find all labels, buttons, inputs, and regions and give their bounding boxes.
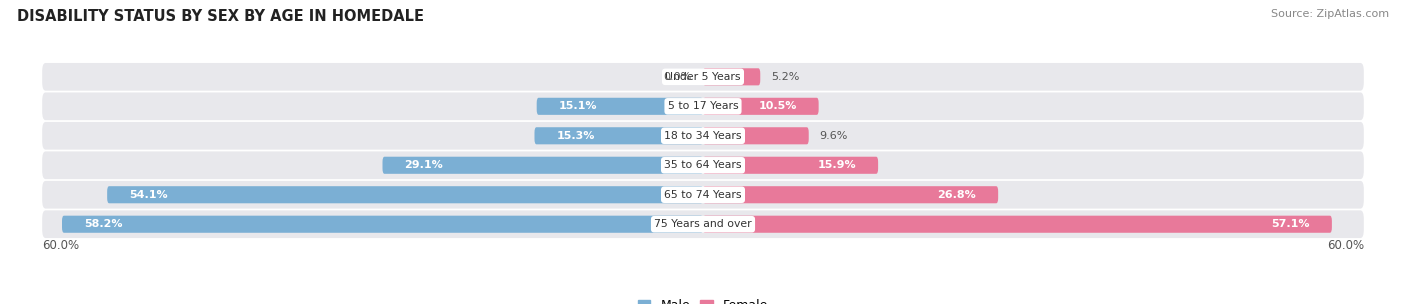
Text: 35 to 64 Years: 35 to 64 Years	[664, 160, 742, 170]
Text: 18 to 34 Years: 18 to 34 Years	[664, 131, 742, 141]
Legend: Male, Female: Male, Female	[633, 294, 773, 304]
FancyBboxPatch shape	[703, 216, 1331, 233]
Text: 5.2%: 5.2%	[772, 72, 800, 82]
FancyBboxPatch shape	[42, 181, 1364, 209]
Text: 10.5%: 10.5%	[758, 101, 797, 111]
Text: 15.3%: 15.3%	[557, 131, 595, 141]
FancyBboxPatch shape	[703, 127, 808, 144]
Text: 5 to 17 Years: 5 to 17 Years	[668, 101, 738, 111]
Text: 9.6%: 9.6%	[820, 131, 848, 141]
FancyBboxPatch shape	[703, 98, 818, 115]
FancyBboxPatch shape	[107, 186, 703, 203]
Text: 57.1%: 57.1%	[1271, 219, 1310, 229]
FancyBboxPatch shape	[703, 68, 761, 85]
FancyBboxPatch shape	[703, 157, 879, 174]
Text: Under 5 Years: Under 5 Years	[665, 72, 741, 82]
FancyBboxPatch shape	[42, 210, 1364, 238]
FancyBboxPatch shape	[42, 63, 1364, 91]
Text: 54.1%: 54.1%	[129, 190, 167, 200]
FancyBboxPatch shape	[42, 92, 1364, 120]
Text: 0.0%: 0.0%	[664, 72, 692, 82]
Text: Source: ZipAtlas.com: Source: ZipAtlas.com	[1271, 9, 1389, 19]
Text: DISABILITY STATUS BY SEX BY AGE IN HOMEDALE: DISABILITY STATUS BY SEX BY AGE IN HOMED…	[17, 9, 423, 24]
FancyBboxPatch shape	[42, 151, 1364, 179]
FancyBboxPatch shape	[382, 157, 703, 174]
Text: 60.0%: 60.0%	[1327, 239, 1364, 252]
FancyBboxPatch shape	[537, 98, 703, 115]
Text: 15.9%: 15.9%	[817, 160, 856, 170]
FancyBboxPatch shape	[42, 122, 1364, 150]
Text: 60.0%: 60.0%	[42, 239, 79, 252]
Text: 26.8%: 26.8%	[938, 190, 976, 200]
Text: 29.1%: 29.1%	[405, 160, 443, 170]
Text: 15.1%: 15.1%	[558, 101, 598, 111]
Text: 58.2%: 58.2%	[84, 219, 122, 229]
FancyBboxPatch shape	[703, 186, 998, 203]
FancyBboxPatch shape	[534, 127, 703, 144]
FancyBboxPatch shape	[62, 216, 703, 233]
Text: 65 to 74 Years: 65 to 74 Years	[664, 190, 742, 200]
Text: 75 Years and over: 75 Years and over	[654, 219, 752, 229]
